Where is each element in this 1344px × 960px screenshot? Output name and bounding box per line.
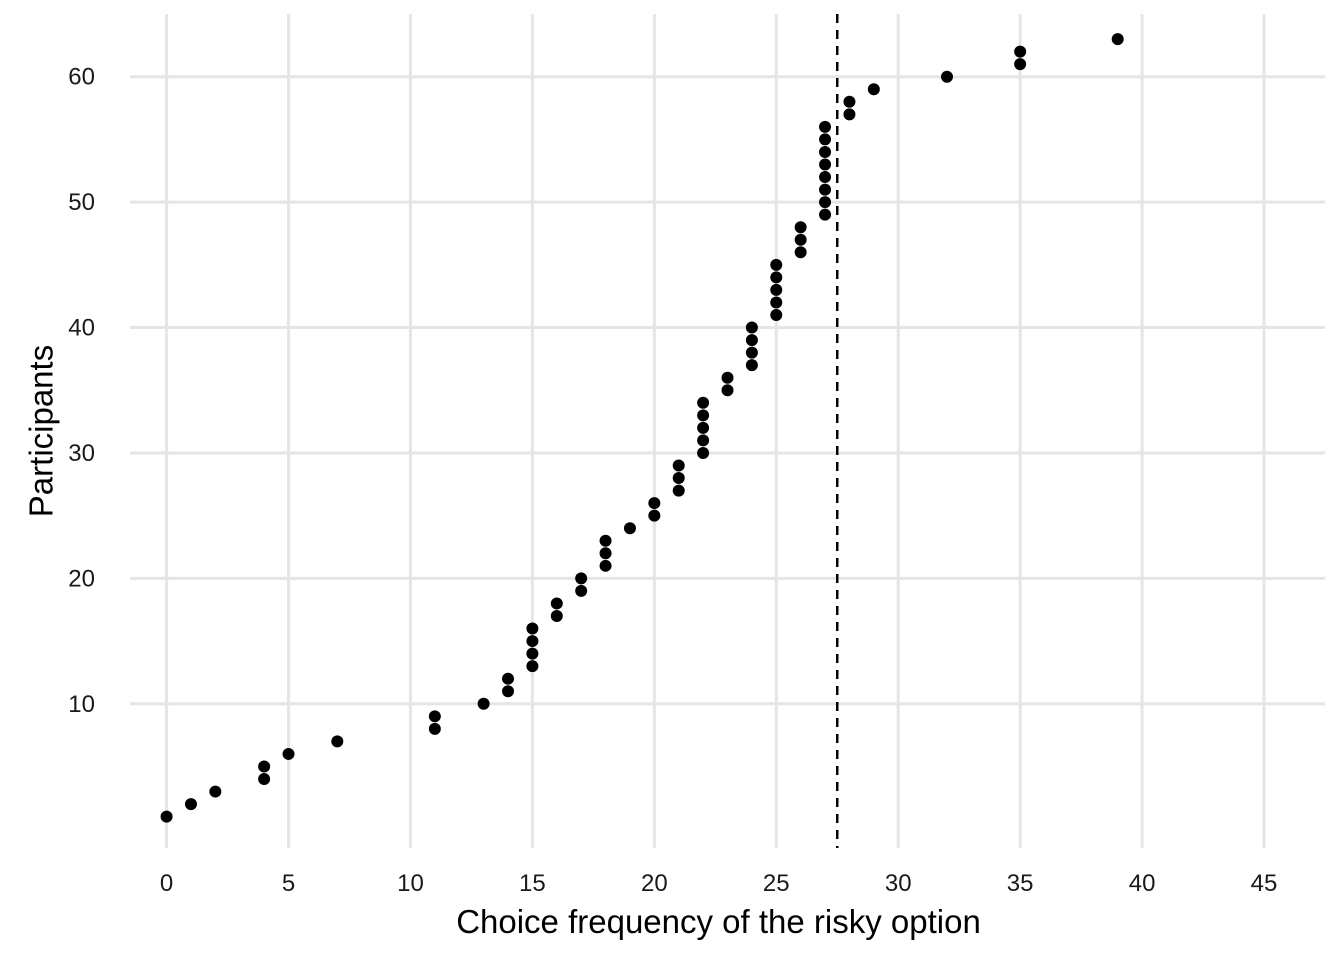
data-point [282, 747, 295, 760]
y-tick-label: 50 [68, 189, 95, 216]
data-point [819, 196, 832, 209]
data-point [258, 773, 271, 786]
data-point [940, 70, 953, 83]
data-point [819, 120, 832, 133]
data-point [843, 108, 856, 121]
data-point [502, 685, 515, 698]
data-point [819, 158, 832, 171]
x-tick-label: 15 [519, 870, 546, 897]
data-point [770, 258, 783, 271]
data-point [599, 547, 612, 560]
x-tick-label: 0 [160, 870, 173, 897]
data-point [477, 697, 490, 710]
data-point [745, 346, 758, 359]
data-point [770, 283, 783, 296]
data-point [1111, 33, 1124, 46]
x-tick-label: 35 [1007, 870, 1034, 897]
data-point [575, 584, 588, 597]
x-axis-tick-labels: 0 5 10 15 20 25 30 35 40 45 [160, 870, 1277, 897]
data-point [819, 145, 832, 158]
x-tick-label: 45 [1251, 870, 1278, 897]
data-point [209, 785, 222, 798]
x-tick-label: 40 [1129, 870, 1156, 897]
data-point [697, 446, 710, 459]
data-point [258, 760, 271, 773]
data-point [867, 83, 880, 96]
data-point [697, 421, 710, 434]
data-point [794, 246, 807, 259]
data-point [819, 133, 832, 146]
data-point [745, 359, 758, 372]
x-tick-label: 20 [641, 870, 668, 897]
data-point [428, 710, 441, 723]
data-point [623, 522, 636, 535]
data-point [428, 722, 441, 735]
data-point [648, 509, 661, 522]
data-point [599, 534, 612, 547]
data-point [794, 221, 807, 234]
data-point [1014, 45, 1027, 58]
y-axis-tick-labels: 10 20 30 40 50 60 [68, 64, 95, 718]
data-point [697, 396, 710, 409]
data-points [160, 33, 1124, 823]
data-point [160, 810, 173, 823]
y-tick-label: 20 [68, 565, 95, 592]
data-point [526, 660, 539, 673]
y-tick-label: 30 [68, 440, 95, 467]
data-point [794, 233, 807, 246]
data-point [770, 308, 783, 321]
data-point [1014, 58, 1027, 71]
data-point [599, 559, 612, 572]
x-tick-label: 5 [282, 870, 295, 897]
data-point [697, 409, 710, 422]
y-tick-label: 40 [68, 315, 95, 342]
data-point [672, 459, 685, 472]
data-point [550, 609, 563, 622]
y-tick-label: 60 [68, 64, 95, 91]
data-point [575, 572, 588, 585]
data-point [819, 171, 832, 184]
data-point [843, 95, 856, 108]
data-point [526, 647, 539, 660]
x-tick-label: 30 [885, 870, 912, 897]
data-point [648, 497, 661, 510]
y-tick-label: 10 [68, 691, 95, 718]
data-point [184, 798, 197, 811]
data-point [745, 321, 758, 334]
data-point [819, 208, 832, 221]
data-point [770, 296, 783, 309]
data-point [745, 334, 758, 347]
data-point [770, 271, 783, 284]
x-tick-label: 10 [397, 870, 424, 897]
data-point [697, 434, 710, 447]
y-axis-title: Participants [23, 345, 60, 517]
x-tick-label: 25 [763, 870, 790, 897]
data-point [672, 472, 685, 485]
data-point [721, 384, 734, 397]
x-axis-title: Choice frequency of the risky option [456, 903, 981, 940]
data-point [721, 371, 734, 384]
data-point [526, 622, 539, 635]
data-point [502, 672, 515, 685]
data-point [550, 597, 563, 610]
gridlines [130, 14, 1325, 848]
data-point [819, 183, 832, 196]
data-point [331, 735, 344, 748]
data-point [672, 484, 685, 497]
data-point [526, 635, 539, 648]
